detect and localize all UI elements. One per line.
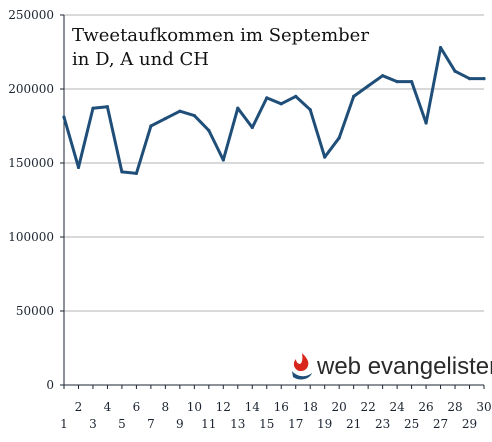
x-tick-label: 20 (332, 400, 347, 414)
x-tick-label: 5 (118, 417, 126, 431)
data-point (467, 77, 472, 81)
x-tick-label: 27 (433, 417, 448, 431)
data-point (265, 96, 269, 100)
x-tick-label: 9 (176, 417, 184, 431)
data-point (337, 136, 341, 140)
x-tick-label: 24 (389, 400, 405, 414)
x-tick-label: 12 (216, 400, 231, 414)
data-point (366, 84, 370, 88)
chart-title-line-1: Tweetaufkommen im September (72, 25, 369, 46)
data-point (91, 106, 95, 110)
series-line (62, 46, 486, 175)
data-point (105, 105, 110, 109)
data-point (178, 109, 182, 113)
data-point (134, 171, 139, 175)
x-tick-label: 7 (147, 417, 155, 431)
series-layer (62, 45, 486, 175)
data-point (294, 94, 298, 98)
x-tick-label: 14 (245, 400, 261, 414)
y-tick-labels: 0 50000 100000 150000 200000 250000 (8, 8, 54, 392)
data-point (352, 94, 356, 98)
x-tick-label: 30 (476, 400, 491, 414)
data-point (308, 108, 312, 112)
x-tick-label: 11 (201, 417, 216, 431)
data-point (62, 115, 66, 119)
x-tick-label: 28 (447, 400, 462, 414)
data-point (120, 170, 124, 174)
data-point (482, 77, 486, 81)
x-tick-label: 10 (187, 400, 202, 414)
data-point (453, 69, 457, 73)
x-tick-label: 22 (360, 400, 375, 414)
data-point (409, 80, 414, 84)
y-tick-label: 250000 (8, 8, 54, 22)
x-tick-label: 26 (418, 400, 433, 414)
x-tick-label: 6 (133, 400, 141, 414)
x-tick-label: 4 (104, 400, 112, 414)
data-point (149, 124, 153, 128)
x-tick-labels: 1234567891011121314151617181920212223242… (60, 400, 491, 431)
data-point (76, 165, 81, 170)
x-tick-label: 17 (288, 417, 303, 431)
x-tick-label: 19 (317, 417, 332, 431)
data-point (395, 80, 399, 84)
x-tick-label: 15 (259, 417, 274, 431)
x-tick-label: 8 (162, 400, 170, 414)
brand-logo: web evangelisten (292, 353, 492, 380)
brand-logo-text: web evangelisten (316, 353, 492, 380)
x-tick-label: 16 (274, 400, 289, 414)
data-point (163, 117, 167, 121)
data-point (438, 45, 443, 50)
y-tick-label: 50000 (16, 304, 54, 318)
data-point (236, 106, 240, 110)
x-tick-label: 2 (75, 400, 83, 414)
data-point (192, 114, 196, 118)
data-point (323, 155, 327, 159)
flame-logo-icon (292, 353, 312, 380)
y-tick-label: 0 (46, 378, 54, 392)
x-tick-label: 13 (230, 417, 245, 431)
x-tick-label: 25 (404, 417, 419, 431)
data-point (279, 102, 283, 106)
y-tick-label: 200000 (8, 82, 54, 96)
y-tick-label: 100000 (8, 230, 54, 244)
x-tick-label: 1 (60, 417, 68, 431)
x-tick-label: 3 (89, 417, 97, 431)
y-tick-label: 150000 (8, 156, 54, 170)
data-point (424, 121, 428, 125)
data-point (207, 128, 211, 133)
x-tick-label: 21 (346, 417, 361, 431)
axes (60, 14, 485, 389)
chart-title-line-2: in D, A und CH (72, 49, 209, 70)
data-point (221, 158, 225, 162)
data-point (381, 74, 385, 78)
x-tick-label: 29 (462, 417, 477, 431)
data-point (250, 125, 254, 130)
x-tick-label: 18 (303, 400, 318, 414)
x-tick-label: 23 (375, 417, 390, 431)
